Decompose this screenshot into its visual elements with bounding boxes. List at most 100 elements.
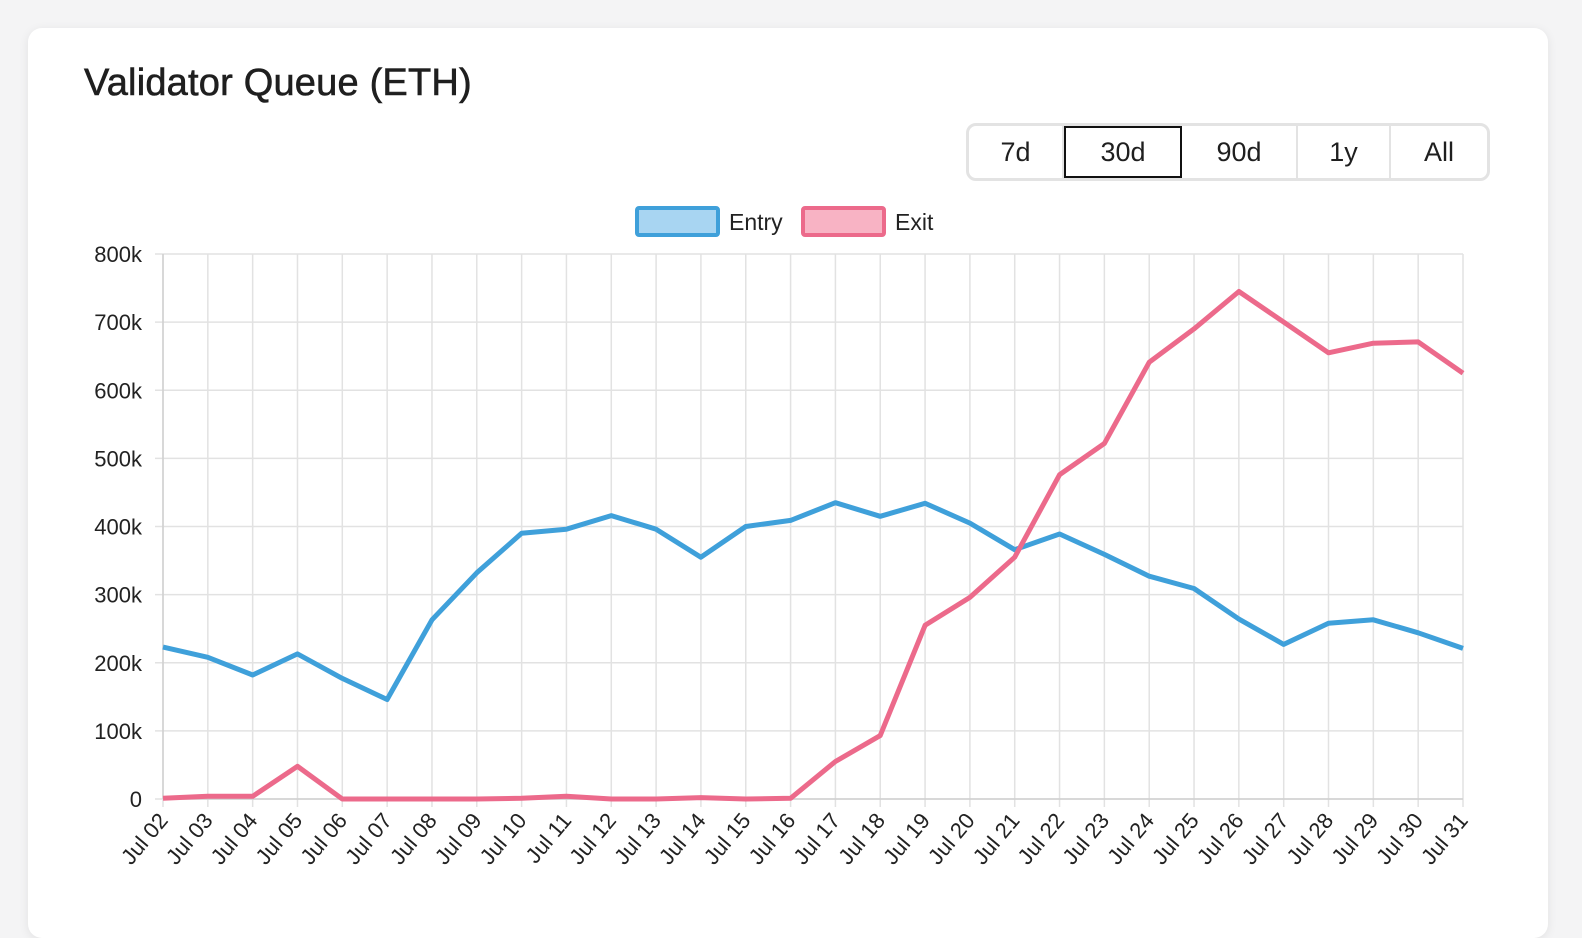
data-point-entry[interactable] <box>160 644 166 650</box>
data-point-entry[interactable] <box>1326 620 1332 626</box>
data-point-entry[interactable] <box>1057 531 1063 537</box>
data-point-exit[interactable] <box>250 793 256 799</box>
data-point-entry[interactable] <box>294 651 300 657</box>
data-point-entry[interactable] <box>205 654 211 660</box>
x-tick-label: Jul 17 <box>788 808 845 869</box>
x-tick-label: Jul 25 <box>1147 808 1204 869</box>
y-tick-label: 500k <box>94 446 143 471</box>
data-point-exit[interactable] <box>1191 326 1197 332</box>
x-tick-label: Jul 04 <box>206 808 263 869</box>
data-point-exit[interactable] <box>1101 440 1107 446</box>
data-point-exit[interactable] <box>1415 339 1421 345</box>
data-point-exit[interactable] <box>1281 319 1287 325</box>
data-point-entry[interactable] <box>250 672 256 678</box>
data-point-exit[interactable] <box>1057 472 1063 478</box>
y-tick-label: 200k <box>94 651 143 676</box>
data-point-entry[interactable] <box>519 530 525 536</box>
data-point-exit[interactable] <box>653 796 659 802</box>
range-button-all[interactable]: All <box>1391 126 1487 178</box>
range-button-1y[interactable]: 1y <box>1298 126 1391 178</box>
y-tick-label: 600k <box>94 378 143 403</box>
data-point-entry[interactable] <box>1101 551 1107 557</box>
data-point-entry[interactable] <box>384 697 390 703</box>
range-button-30d[interactable]: 30d <box>1064 126 1182 178</box>
y-axis: 0 100k 200k 300k 400k 500k 600k 700k 800k <box>94 242 143 812</box>
data-point-exit[interactable] <box>788 795 794 801</box>
data-point-exit[interactable] <box>698 795 704 801</box>
legend-swatch-exit[interactable] <box>801 206 886 237</box>
y-tick-label: 700k <box>94 310 143 335</box>
x-tick-label: Jul 31 <box>1416 808 1473 869</box>
data-point-exit[interactable] <box>563 793 569 799</box>
data-point-entry[interactable] <box>1191 585 1197 591</box>
data-point-entry[interactable] <box>1460 645 1466 651</box>
grid <box>155 253 1464 807</box>
data-point-exit[interactable] <box>1326 350 1332 356</box>
data-point-exit[interactable] <box>743 796 749 802</box>
x-tick-label: Jul 12 <box>564 808 621 869</box>
x-tick-label: Jul 13 <box>609 808 666 869</box>
data-point-exit[interactable] <box>832 759 838 765</box>
data-point-entry[interactable] <box>1370 617 1376 623</box>
x-tick-label: Jul 22 <box>1012 808 1069 869</box>
data-point-entry[interactable] <box>608 513 614 519</box>
x-tick-label: Jul 30 <box>1371 808 1428 869</box>
data-point-entry[interactable] <box>474 570 480 576</box>
data-point-entry[interactable] <box>1236 616 1242 622</box>
data-point-entry[interactable] <box>1146 573 1152 579</box>
data-point-exit[interactable] <box>1370 340 1376 346</box>
data-point-exit[interactable] <box>922 622 928 628</box>
data-point-entry[interactable] <box>429 617 435 623</box>
x-tick-label: Jul 02 <box>116 808 173 869</box>
x-tick-label: Jul 14 <box>654 808 711 869</box>
y-tick-label: 300k <box>94 583 143 608</box>
data-point-exit[interactable] <box>1236 288 1242 294</box>
data-point-entry[interactable] <box>967 520 973 526</box>
x-tick-label: Jul 28 <box>1281 808 1338 869</box>
y-tick-label: 800k <box>94 242 143 267</box>
data-point-exit[interactable] <box>1012 554 1018 560</box>
data-point-exit[interactable] <box>294 763 300 769</box>
data-point-exit[interactable] <box>429 796 435 802</box>
data-point-exit[interactable] <box>339 796 345 802</box>
x-tick-label: Jul 24 <box>1102 808 1159 869</box>
data-point-entry[interactable] <box>743 524 749 530</box>
data-point-entry[interactable] <box>339 675 345 681</box>
data-point-exit[interactable] <box>877 733 883 739</box>
data-point-entry[interactable] <box>922 500 928 506</box>
x-tick-label: Jul 05 <box>250 808 307 869</box>
data-point-entry[interactable] <box>1415 630 1421 636</box>
legend-swatch-entry[interactable] <box>635 206 720 237</box>
x-tick-label: Jul 19 <box>878 808 935 869</box>
data-point-exit[interactable] <box>608 796 614 802</box>
data-point-entry[interactable] <box>698 554 704 560</box>
data-point-entry[interactable] <box>788 517 794 523</box>
x-tick-label: Jul 11 <box>520 808 576 868</box>
series-line-exit <box>162 289 1465 802</box>
x-tick-label: Jul 16 <box>744 808 801 869</box>
data-point-exit[interactable] <box>519 795 525 801</box>
data-point-entry[interactable] <box>1281 641 1287 647</box>
x-tick-label: Jul 06 <box>295 808 352 869</box>
data-point-exit[interactable] <box>474 796 480 802</box>
data-point-exit[interactable] <box>205 793 211 799</box>
data-point-entry[interactable] <box>653 526 659 532</box>
data-point-exit[interactable] <box>160 795 166 801</box>
data-point-exit[interactable] <box>1460 370 1466 376</box>
data-point-entry[interactable] <box>832 500 838 506</box>
x-tick-label: Jul 21 <box>968 808 1025 869</box>
data-point-entry[interactable] <box>877 513 883 519</box>
time-range-selector: 7d 30d 90d 1y All <box>966 123 1490 181</box>
legend-label-entry: Entry <box>729 209 783 235</box>
data-point-exit[interactable] <box>384 796 390 802</box>
data-point-exit[interactable] <box>967 594 973 600</box>
data-point-exit[interactable] <box>1146 359 1152 365</box>
x-tick-label: Jul 27 <box>1237 808 1294 869</box>
range-button-7d[interactable]: 7d <box>969 126 1064 178</box>
x-tick-label: Jul 09 <box>430 808 487 869</box>
series-line-entry <box>162 500 1464 702</box>
range-button-90d[interactable]: 90d <box>1182 126 1298 178</box>
legend: Entry Exit <box>635 206 934 237</box>
data-point-entry[interactable] <box>563 526 569 532</box>
